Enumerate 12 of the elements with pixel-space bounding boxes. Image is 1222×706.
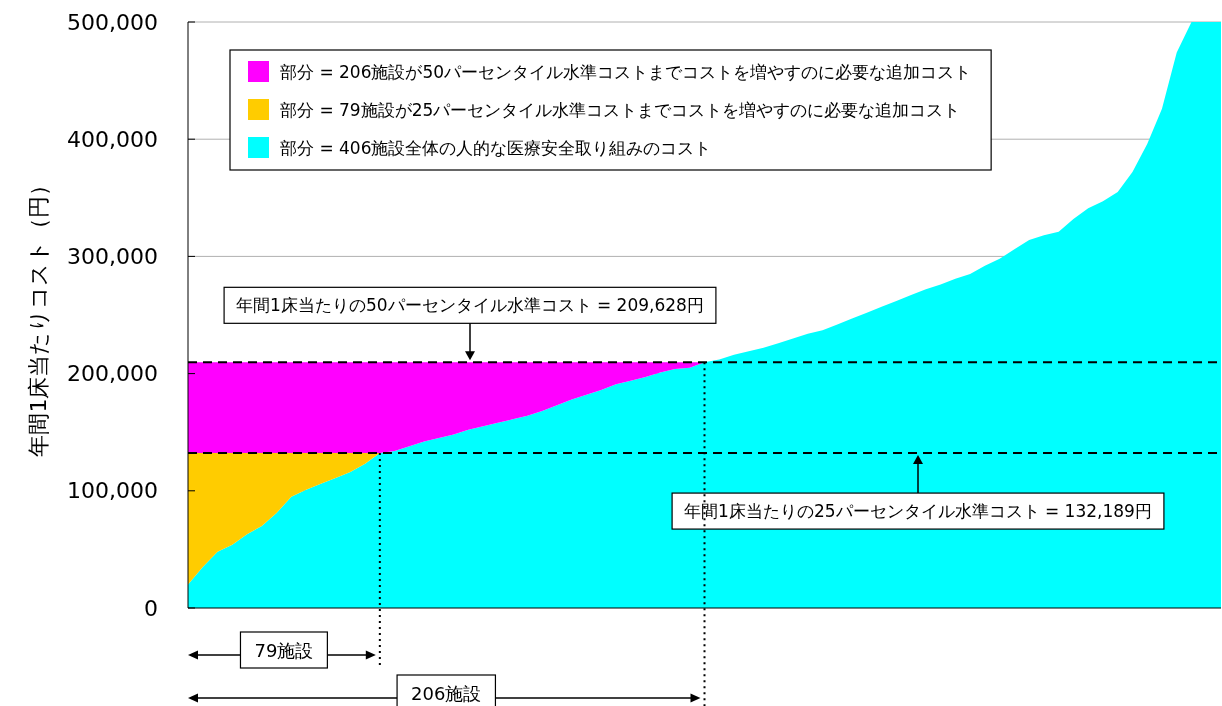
y-tick-label: 0 xyxy=(144,595,158,621)
y-tick-label: 500,000 xyxy=(67,9,158,35)
ref-line-label: 年間1床当たりの25パーセンタイル水準コスト = 132,189円 xyxy=(684,501,1152,522)
legend-label: 部分 = 406施設全体の人的な医療安全取り組みのコスト xyxy=(280,138,712,158)
y-axis-title: 年間1床当たりコスト（円） xyxy=(25,173,51,457)
y-tick-label: 200,000 xyxy=(67,361,158,387)
y-tick-label: 300,000 xyxy=(67,243,158,269)
legend-label: 部分 = 206施設が50パーセンタイル水準コストまでコストを増やすのに必要な追加コスト xyxy=(280,62,972,82)
y-tick-label: 400,000 xyxy=(67,126,158,152)
y-tick-label: 100,000 xyxy=(67,478,158,504)
legend-label: 部分 = 79施設が25パーセンタイル水準コストまでコストを増やすのに必要な追加コスト xyxy=(280,100,961,120)
ref-line-label: 年間1床当たりの50パーセンタイル水準コスト = 209,628円 xyxy=(236,295,704,316)
